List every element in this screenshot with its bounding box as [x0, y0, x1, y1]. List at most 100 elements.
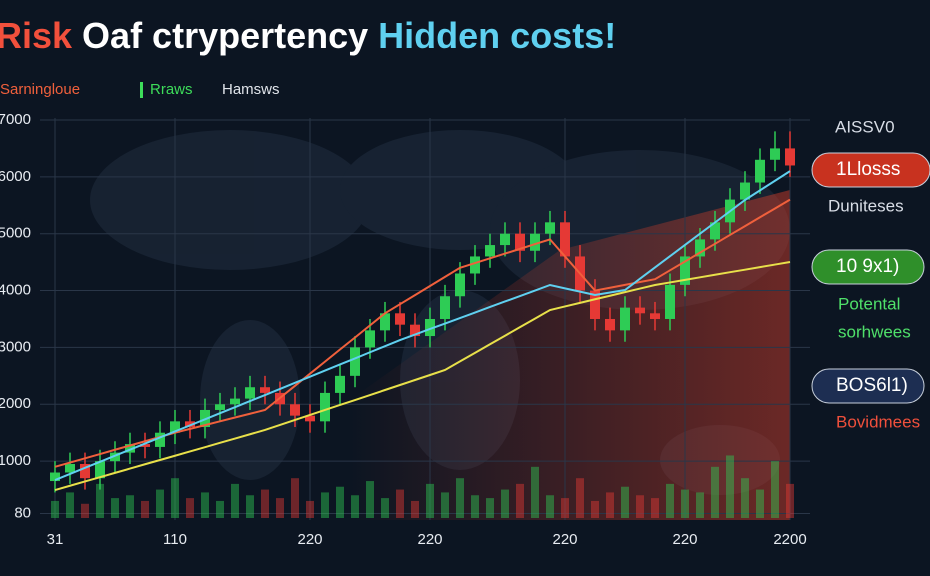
candle-body: [230, 398, 240, 405]
volume-bar: [606, 492, 614, 518]
volume-bar: [381, 498, 389, 518]
candle-body: [95, 461, 105, 479]
candle-body: [320, 392, 330, 422]
volume-bar: [681, 489, 689, 518]
y-tick-label: 5000: [0, 225, 31, 242]
volume-bar: [96, 483, 104, 518]
candle-body: [260, 387, 270, 393]
volume-bar: [666, 483, 674, 518]
y-tick-label: 7000: [0, 111, 31, 128]
candle-body: [680, 256, 690, 285]
candle-body: [665, 284, 675, 319]
annotation-text: 10 9x1): [836, 256, 899, 277]
candle-body: [50, 472, 60, 482]
candle-body: [185, 421, 195, 428]
volume-bar: [276, 498, 284, 518]
volume-bar: [696, 492, 704, 518]
moving-average-line: [54, 170, 791, 481]
volume-bar: [561, 498, 569, 518]
annotation-pill: [811, 249, 925, 285]
volume-bar: [141, 500, 149, 518]
volume-bar: [456, 478, 464, 518]
title-part: Oaf ctrypertency: [82, 15, 368, 56]
volume-bar: [321, 492, 329, 518]
candle-body: [470, 256, 480, 274]
volume-bar: [201, 492, 209, 518]
annotation-text: Potental: [838, 294, 900, 313]
volume-bar: [81, 503, 89, 518]
candle-body: [485, 245, 495, 257]
volume-bar: [306, 500, 314, 518]
candle-body: [515, 233, 525, 251]
candle-body: [755, 159, 765, 183]
x-tick-label: 220: [297, 531, 322, 548]
candle-body: [455, 273, 465, 297]
volume-bar: [741, 478, 749, 518]
volume-bar: [231, 483, 239, 518]
volume-bar: [186, 498, 194, 518]
annotation-pill: [811, 152, 930, 188]
legend-label: Hamsws: [222, 81, 280, 98]
moving-average-line: [54, 261, 791, 491]
y-tick-label: 6000: [0, 168, 31, 185]
y-tick-label: 1000: [0, 452, 31, 469]
volume-bar: [216, 500, 224, 518]
candle-body: [155, 432, 165, 447]
volume-bar: [66, 492, 74, 518]
candle-body: [500, 233, 510, 246]
annotation-text: Bovidmees: [836, 412, 920, 431]
candle-body: [650, 313, 660, 319]
y-tick-label: 80: [14, 504, 31, 521]
volume-bar: [426, 483, 434, 518]
volume-bar: [726, 455, 734, 518]
annotation-text: AISSV0: [835, 117, 895, 136]
candle-body: [770, 148, 780, 160]
volume-bar: [501, 489, 509, 518]
legend-label: Sarningloue: [0, 81, 80, 98]
title-part: Hidden costs!: [378, 15, 616, 56]
title-part: Risk: [0, 15, 73, 56]
volume-bar: [441, 492, 449, 518]
volume-bar: [771, 461, 779, 518]
candle-body: [80, 463, 90, 479]
candle-body: [350, 347, 360, 376]
candle-body: [425, 318, 435, 337]
candle-body: [380, 313, 390, 331]
chart-title: Risk Oaf ctrypertency Hidden costs!: [0, 15, 616, 56]
annotation-text: 1Llosss: [836, 159, 900, 180]
volume-bar: [651, 498, 659, 518]
volume-bar: [711, 466, 719, 518]
volume-bar: [516, 483, 524, 518]
volume-bar: [156, 489, 164, 518]
candle-body: [545, 222, 555, 234]
volume-bar: [756, 489, 764, 518]
volume-bar: [126, 495, 134, 518]
candle-body: [710, 222, 720, 240]
volume-bar: [396, 489, 404, 518]
candle-body: [215, 404, 225, 410]
candle-body: [695, 239, 705, 257]
candle-body: [335, 375, 345, 393]
candle-body: [305, 415, 315, 422]
volume-bar: [591, 500, 599, 518]
candle-body: [590, 290, 600, 319]
y-tick-label: 4000: [0, 282, 31, 299]
volume-bar: [111, 498, 119, 518]
volume-bar: [546, 495, 554, 518]
annotation-text: Duniteses: [828, 196, 904, 215]
candle-body: [170, 421, 180, 433]
volume-bar: [51, 500, 59, 518]
candle-body: [65, 463, 75, 473]
volume-bar: [486, 498, 494, 518]
candle-body: [140, 444, 150, 447]
candle-body: [605, 318, 615, 331]
volume-bar: [171, 478, 179, 518]
candle-body: [440, 296, 450, 319]
volume-bar: [291, 478, 299, 518]
candle-body: [620, 307, 630, 331]
candle-body: [245, 387, 255, 399]
moving-average-line: [54, 198, 791, 468]
candle-body: [530, 233, 540, 251]
candle-body: [290, 404, 300, 416]
